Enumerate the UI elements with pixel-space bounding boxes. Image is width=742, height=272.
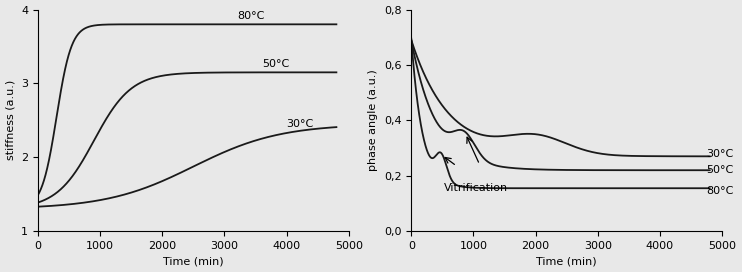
Text: 80°C: 80°C xyxy=(237,11,264,21)
Text: Vitrification: Vitrification xyxy=(444,183,508,193)
Text: 30°C: 30°C xyxy=(706,149,734,159)
Text: 80°C: 80°C xyxy=(706,186,734,196)
X-axis label: Time (min): Time (min) xyxy=(163,256,223,267)
Y-axis label: phase angle (a.u.): phase angle (a.u.) xyxy=(368,69,378,171)
Text: 30°C: 30°C xyxy=(286,119,314,129)
Text: 50°C: 50°C xyxy=(706,165,734,175)
X-axis label: Time (min): Time (min) xyxy=(536,256,597,267)
Y-axis label: stiffness (a.u.): stiffness (a.u.) xyxy=(5,80,16,160)
Text: 50°C: 50°C xyxy=(262,59,289,69)
